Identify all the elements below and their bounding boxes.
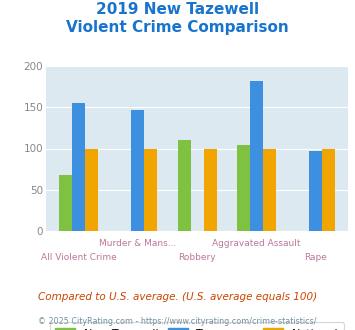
Text: Rape: Rape <box>304 253 327 262</box>
Bar <box>309 151 322 231</box>
Bar <box>72 103 85 231</box>
Bar <box>250 81 263 231</box>
Bar <box>263 148 276 231</box>
Bar <box>144 148 157 231</box>
Bar <box>178 140 191 231</box>
Text: Aggravated Assault: Aggravated Assault <box>212 239 300 248</box>
Bar <box>59 175 72 231</box>
Text: Compared to U.S. average. (U.S. average equals 100): Compared to U.S. average. (U.S. average … <box>38 292 317 302</box>
Text: All Violent Crime: All Violent Crime <box>41 253 116 262</box>
Bar <box>203 148 217 231</box>
Legend: New Tazewell, Tennessee, National: New Tazewell, Tennessee, National <box>50 322 344 330</box>
Bar <box>131 110 144 231</box>
Text: Robbery: Robbery <box>178 253 216 262</box>
Text: Murder & Mans...: Murder & Mans... <box>99 239 176 248</box>
Bar <box>237 145 250 231</box>
Bar <box>322 148 335 231</box>
Text: © 2025 CityRating.com - https://www.cityrating.com/crime-statistics/: © 2025 CityRating.com - https://www.city… <box>38 317 317 326</box>
Bar <box>85 148 98 231</box>
Text: Violent Crime Comparison: Violent Crime Comparison <box>66 20 289 35</box>
Text: 2019 New Tazewell: 2019 New Tazewell <box>96 2 259 16</box>
